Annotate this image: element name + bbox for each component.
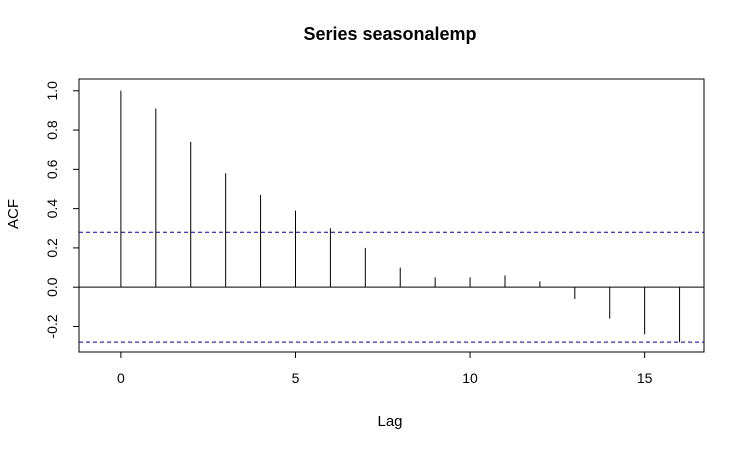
y-tick-label-1: 0.0 bbox=[44, 277, 60, 297]
plot-area: 0 5 10 15 -0.2 0.0 0.2 0.4 0.6 0.8 1.0 bbox=[44, 78, 705, 386]
x-tick-label-0: 0 bbox=[117, 370, 125, 386]
y-tick-label-3: 0.4 bbox=[44, 199, 60, 219]
x-tick-label-5: 5 bbox=[292, 370, 300, 386]
y-tick-label-5: 0.8 bbox=[44, 120, 60, 140]
x-tick-label-15: 15 bbox=[637, 370, 653, 386]
y-tick-label-4: 0.6 bbox=[44, 159, 60, 179]
y-tick-label-0: -0.2 bbox=[44, 314, 60, 338]
x-tick-label-10: 10 bbox=[462, 370, 478, 386]
x-axis-label: Lag bbox=[377, 413, 402, 430]
chart-title: Series seasonalemp bbox=[303, 24, 476, 44]
y-tick-label-2: 0.2 bbox=[44, 238, 60, 258]
plot-frame bbox=[78, 78, 705, 353]
y-axis-label: ACF bbox=[5, 199, 22, 229]
y-tick-label-6: 1.0 bbox=[44, 81, 60, 101]
